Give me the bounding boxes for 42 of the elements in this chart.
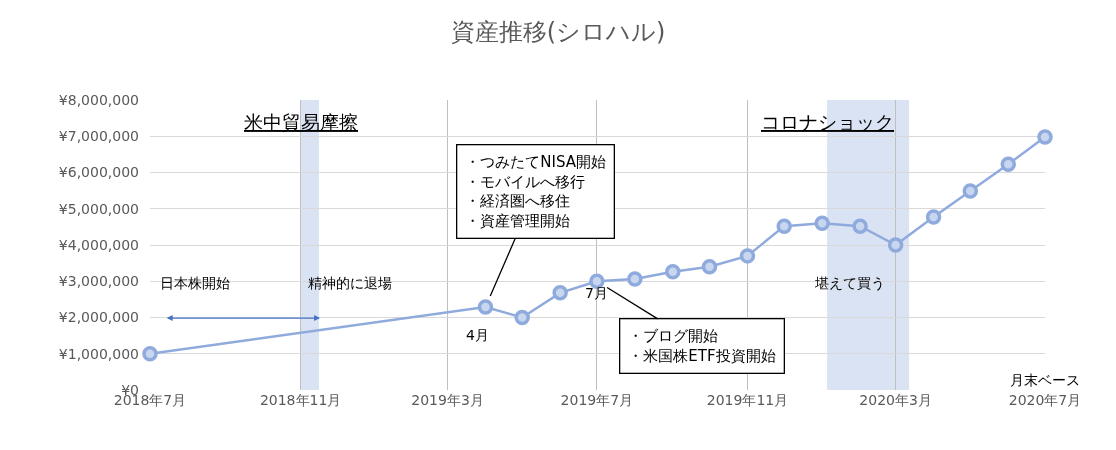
point bbox=[701, 259, 718, 275]
y-tick-label: ¥4,000,000 bbox=[58, 236, 139, 253]
x-tick-label: 2019年3月 bbox=[411, 392, 484, 408]
point bbox=[589, 273, 605, 289]
point bbox=[814, 215, 830, 231]
point bbox=[142, 346, 158, 362]
point bbox=[887, 237, 904, 253]
y-tick-label: ¥8,000,000 bbox=[58, 91, 139, 108]
x-tick-label: 2020年3月 bbox=[859, 392, 932, 408]
point bbox=[665, 264, 681, 280]
point bbox=[477, 299, 494, 315]
point bbox=[627, 271, 643, 287]
y-tick-label: ¥2,000,000 bbox=[58, 309, 139, 326]
annotation: 堪えて買う bbox=[814, 275, 885, 291]
y-tick-label: ¥3,000,000 bbox=[58, 273, 139, 290]
annotation: 月末ベース bbox=[1010, 372, 1080, 388]
annotation: ・ブログ開始・米国株ETF投資開始 bbox=[628, 327, 776, 365]
point bbox=[1000, 156, 1017, 172]
x-tick-label: 2019年7月 bbox=[560, 392, 634, 408]
y-tick-label: ¥5,000,000 bbox=[58, 200, 139, 217]
y-tick-label: ¥1,000,000 bbox=[58, 345, 139, 362]
annotation: 日本株開始 bbox=[160, 275, 230, 291]
point bbox=[925, 209, 942, 225]
chart-title: 資産推移(シロハル) bbox=[450, 17, 666, 46]
point bbox=[1037, 129, 1053, 145]
x-tick-label: 2018年11月 bbox=[259, 392, 342, 408]
band-label: 米中貿易摩擦 bbox=[244, 111, 358, 133]
y-tick-label: ¥7,000,000 bbox=[58, 128, 139, 145]
annotation: ・つみたてNISA開始・モバイルへ移行・経済圏へ移住・資産管理開始 bbox=[465, 153, 607, 230]
band-label: コロナショック bbox=[761, 111, 894, 133]
point bbox=[552, 285, 568, 301]
annotation: 4月 bbox=[466, 327, 489, 343]
x-tick-label: 2020年7月 bbox=[1008, 392, 1082, 408]
point bbox=[776, 218, 792, 234]
annotation: 精神的に退場 bbox=[308, 275, 392, 291]
point bbox=[514, 309, 530, 326]
annotation: 7月 bbox=[585, 285, 608, 301]
point bbox=[739, 248, 756, 264]
x-tick-label: 2019年11月 bbox=[706, 392, 789, 408]
point bbox=[962, 183, 979, 199]
y-tick-label: ¥6,000,000 bbox=[58, 164, 139, 181]
point bbox=[852, 218, 868, 234]
